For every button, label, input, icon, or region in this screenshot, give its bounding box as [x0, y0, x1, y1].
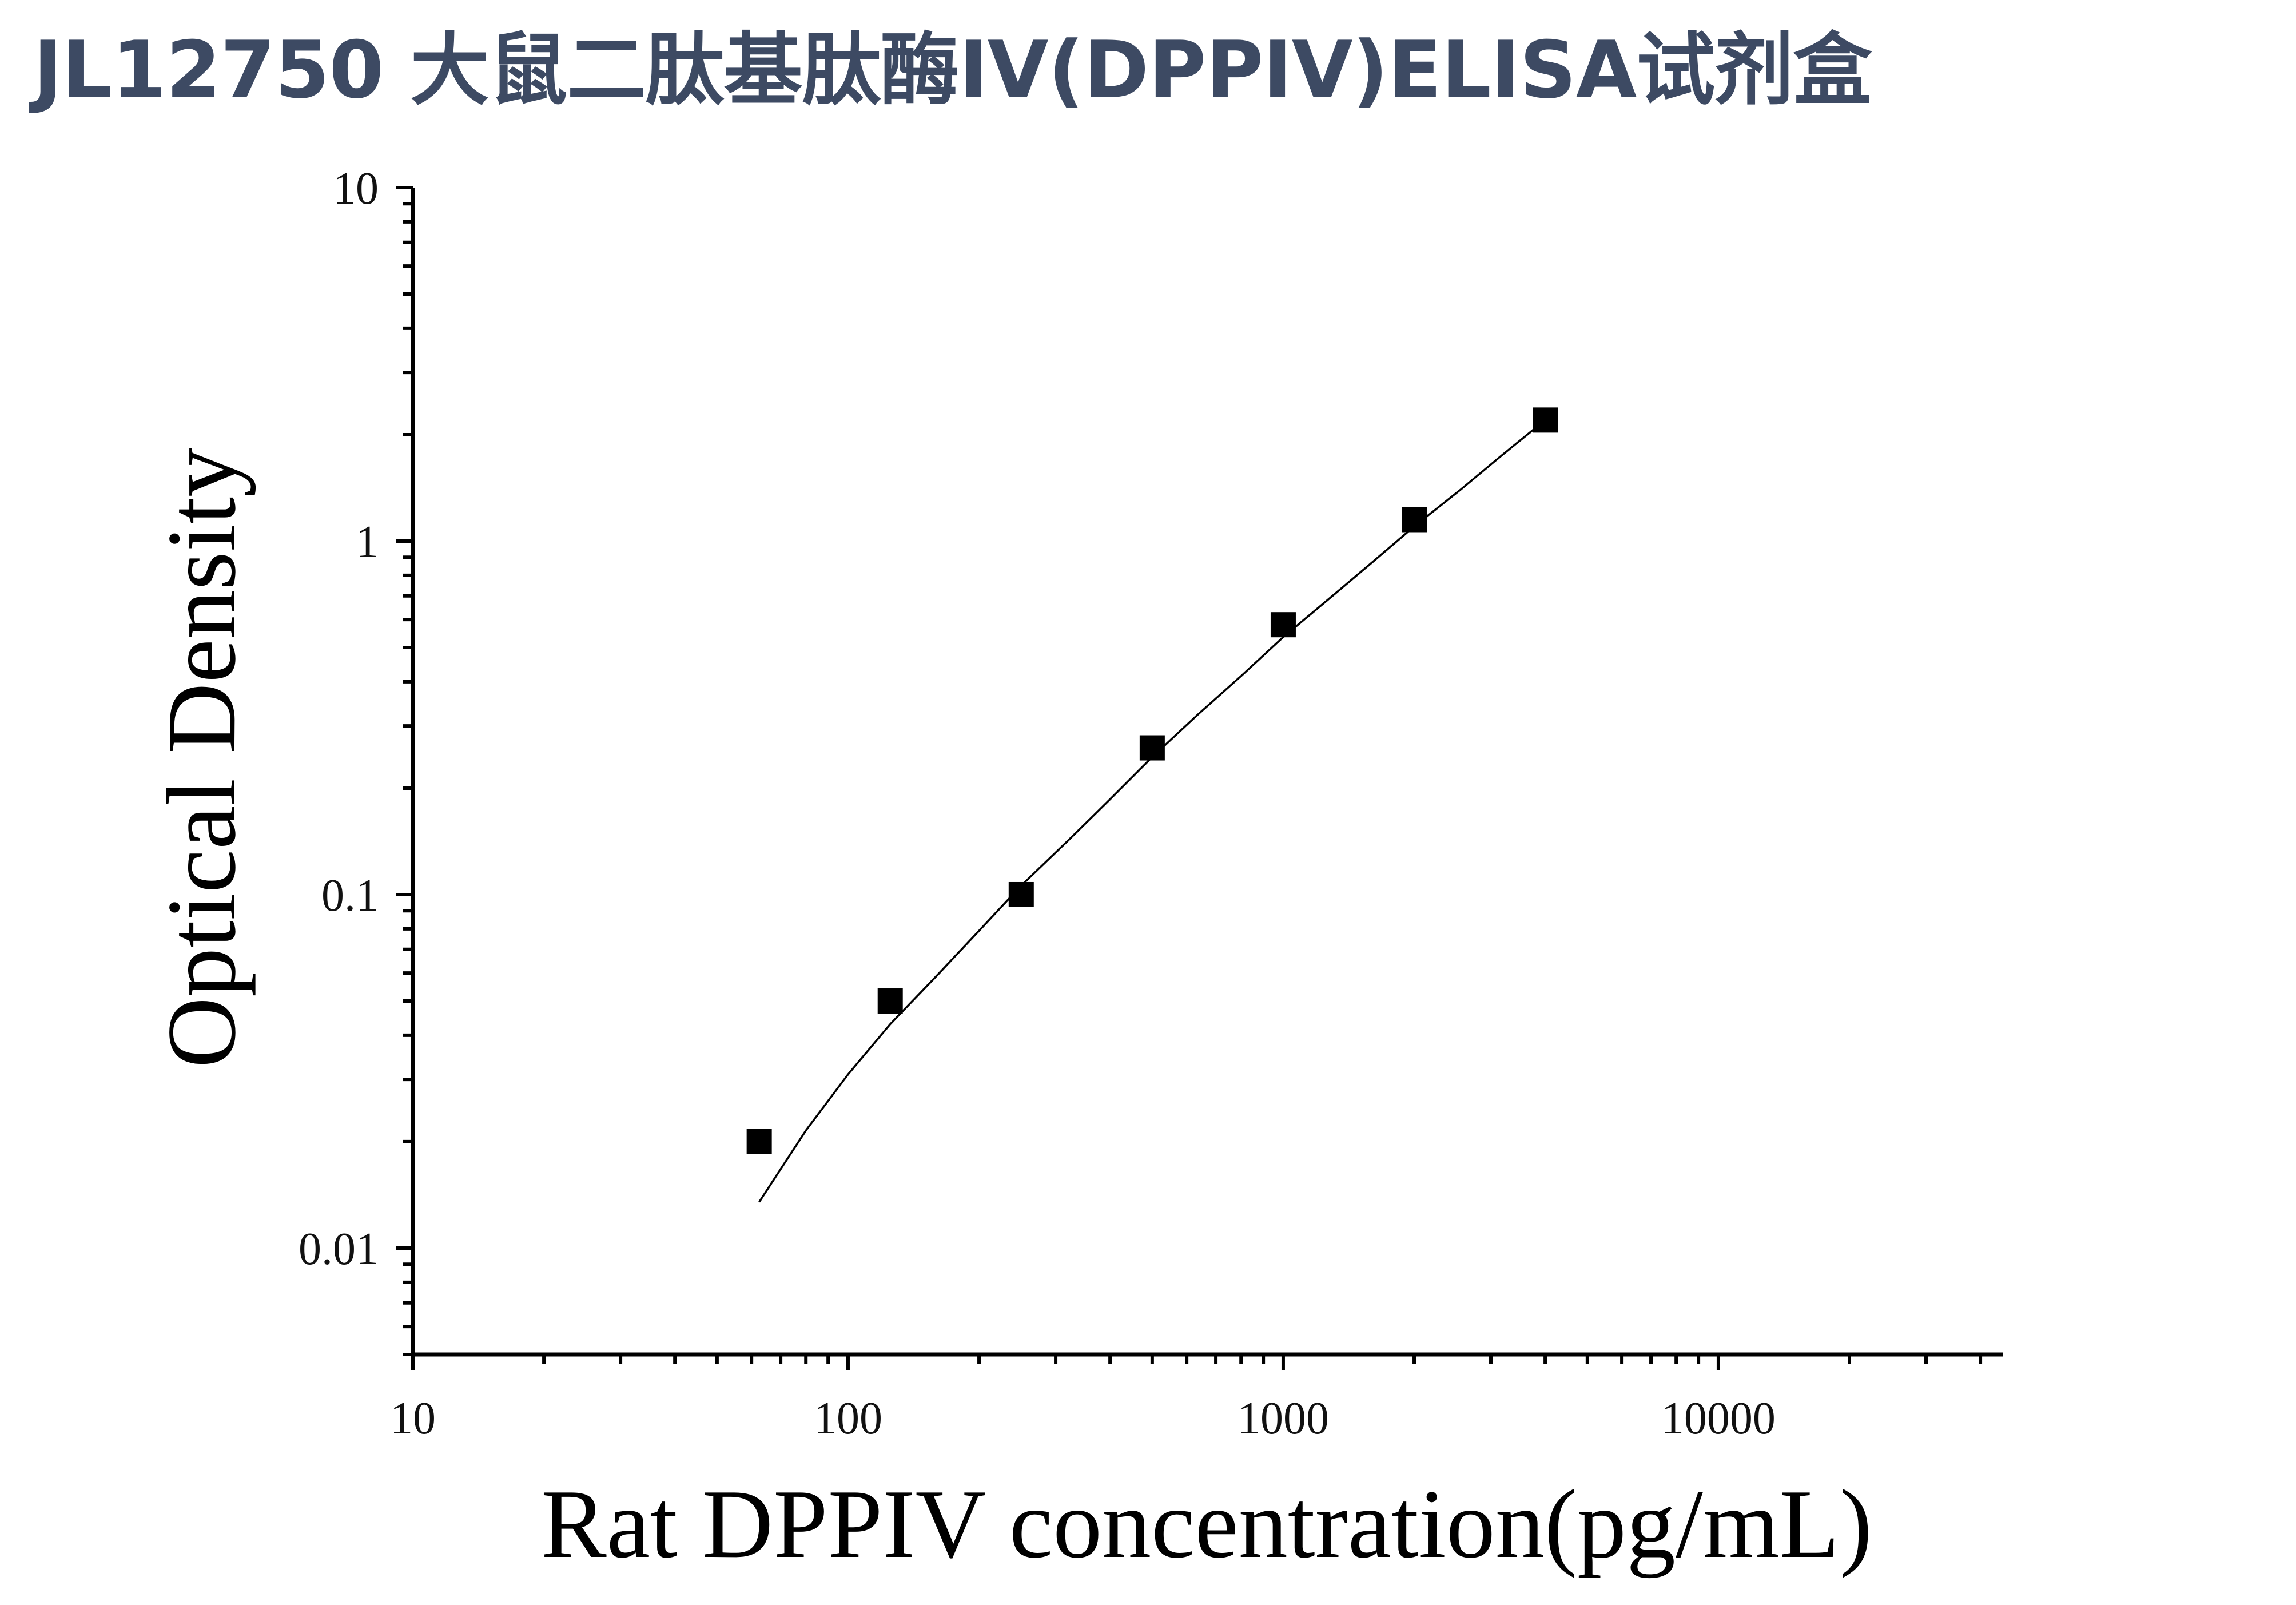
- x-axis-title: Rat DPPIV concentration(pg/mL): [541, 1470, 1872, 1579]
- data-point-square: [1139, 735, 1165, 761]
- fit-curve-line: [758, 419, 1546, 1203]
- x-tick-label: 100: [814, 1393, 882, 1444]
- y-tick-label: 10: [333, 164, 379, 214]
- chart-title: JL12750 大鼠二肽基肽酶IV(DPPIV)ELISA试剂盒: [33, 24, 1872, 116]
- data-point-square: [746, 1129, 772, 1154]
- data-point-square: [1533, 407, 1558, 433]
- x-tick-label: 1000: [1237, 1393, 1329, 1444]
- x-tick-label: 10: [390, 1393, 436, 1444]
- x-tick-label: 10000: [1661, 1393, 1776, 1444]
- data-point-square: [1402, 507, 1427, 533]
- y-tick-label: 0.1: [321, 871, 379, 921]
- y-tick-label: 0.01: [299, 1224, 379, 1274]
- data-point-square: [1270, 612, 1296, 638]
- data-point-square: [877, 988, 903, 1014]
- y-axis-title: Optical Density: [148, 448, 256, 1068]
- y-tick-label: 1: [356, 517, 379, 567]
- data-point-square: [1008, 881, 1034, 907]
